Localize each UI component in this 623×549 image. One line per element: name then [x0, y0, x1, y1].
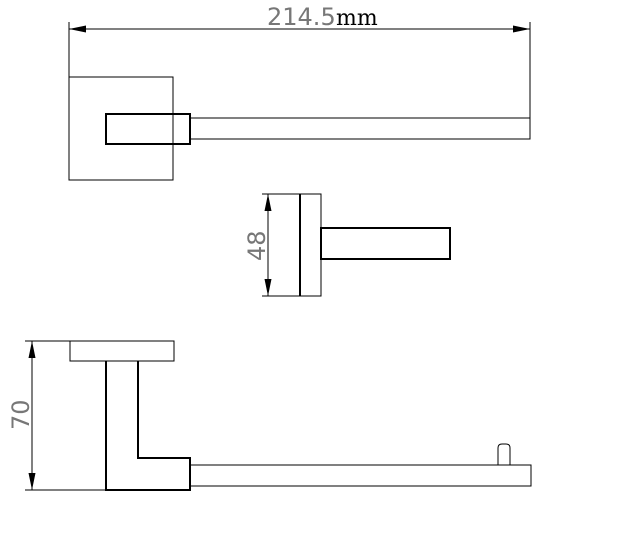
width-arrow-left: [69, 25, 86, 33]
depth-arrow-top: [264, 194, 272, 211]
front-view-bracket: [105, 361, 191, 491]
width-dimension: 214.5 mm: [68, 3, 531, 139]
height-arrow-bottom: [28, 473, 36, 490]
side-view-arm: [320, 227, 451, 260]
height-value: 70: [7, 399, 35, 430]
top-view: [68, 76, 531, 181]
width-unit: mm: [336, 6, 378, 31]
front-view: [69, 340, 532, 491]
front-view-bar: [189, 464, 532, 487]
side-view-wall-plate: [299, 193, 322, 297]
width-arrow-right: [513, 25, 530, 33]
side-view: [299, 193, 451, 297]
top-view-bar: [189, 117, 531, 140]
front-view-wall-plate: [69, 340, 175, 362]
width-value: 214.5: [267, 3, 336, 31]
depth-arrow-bottom: [264, 279, 272, 296]
top-view-wall-plate: [68, 76, 174, 181]
front-view-end-stop: [497, 443, 511, 465]
depth-value: 48: [243, 230, 271, 261]
top-view-bracket: [105, 113, 191, 145]
height-dimension: 70: [7, 340, 106, 491]
height-arrow-top: [28, 341, 36, 358]
depth-dimension: 48: [243, 193, 300, 297]
